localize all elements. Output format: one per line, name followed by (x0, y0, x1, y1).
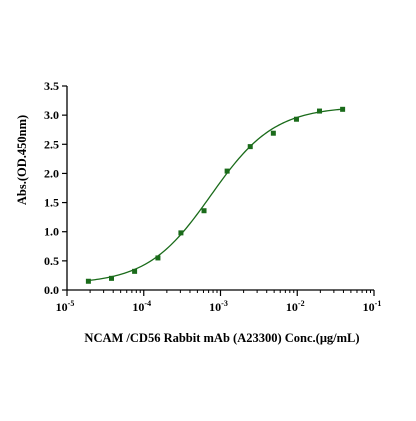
data-points (85, 106, 346, 284)
y-tick-label: 1.0 (44, 225, 59, 239)
data-point (247, 144, 253, 150)
data-point (270, 130, 276, 136)
y-tick-label: 3.0 (44, 108, 59, 122)
data-point (293, 116, 299, 122)
x-tick-label: 10-3 (209, 299, 228, 314)
x-tick-label: 10-5 (56, 299, 75, 314)
data-point (317, 108, 323, 114)
y-tick-label: 3.5 (44, 79, 59, 93)
fit-curve-layer (88, 108, 343, 282)
y-tick-label: 1.5 (44, 196, 59, 210)
data-point (108, 275, 114, 281)
y-tick-label: 0.5 (44, 254, 59, 268)
fit-curve (88, 108, 343, 282)
data-point (155, 255, 161, 261)
x-tick-label: 10-1 (363, 299, 382, 314)
data-point (224, 168, 230, 174)
data-point (132, 268, 138, 274)
data-point (178, 230, 184, 236)
y-axis-title: Abs.(OD.450nm) (15, 115, 29, 205)
x-tick-label: 10-2 (286, 299, 305, 314)
data-point (340, 106, 346, 112)
data-point (85, 278, 91, 284)
axes: 0.0 0.5 1.0 1.5 2.0 2.5 3.0 3.5 10-5 10-4 10-3 10-2… (44, 79, 381, 314)
y-tick-label: 2.5 (44, 137, 59, 151)
y-tick-label: 2.0 (44, 166, 59, 180)
x-tick-label: 10-4 (132, 299, 151, 314)
y-tick-label: 0.0 (44, 283, 59, 297)
x-axis-title: NCAM /CD56 Rabbit mAb (A23300) Conc.(μg/… (84, 331, 359, 345)
data-point (201, 208, 207, 214)
